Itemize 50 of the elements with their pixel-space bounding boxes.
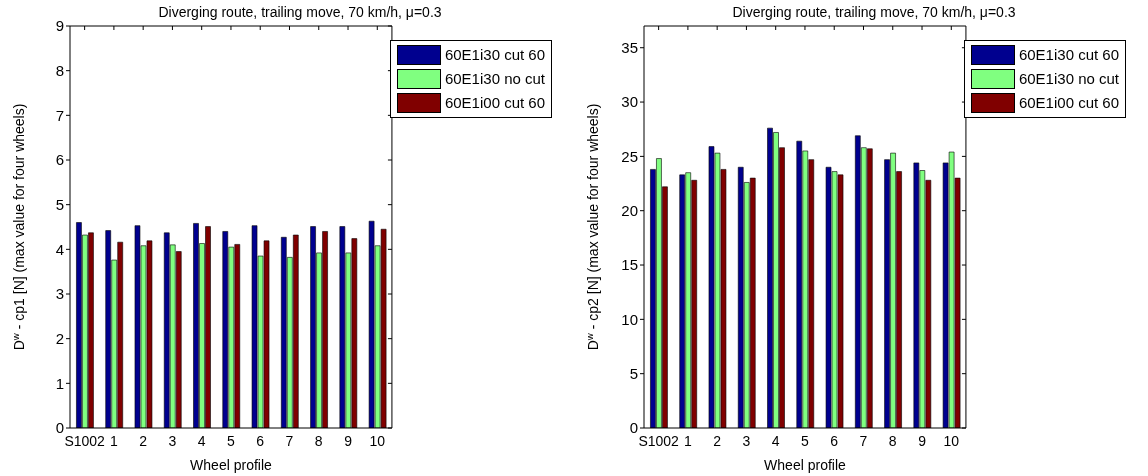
x-tick-label: S1002: [64, 432, 106, 449]
x-tick-label: 9: [918, 432, 927, 449]
legend-label: 60E1i30 no cut: [1018, 69, 1119, 89]
x-tick-label: 7: [285, 432, 294, 449]
chart-title: Diverging route, trailing move, 70 km/h, μ=0.3: [158, 4, 442, 20]
x-tick-label: 10: [369, 432, 386, 449]
x-tick-label: 5: [801, 432, 810, 449]
x-tick-label: S1002: [638, 432, 680, 449]
y-tick-label: 25: [621, 147, 638, 165]
x-tick-label: 4: [197, 432, 206, 449]
x-tick-label: 8: [314, 432, 323, 449]
chart-title: Diverging route, trailing move, 70 km/h, μ=0.3: [731, 4, 1017, 20]
y-tick-label: 5: [629, 365, 638, 382]
y-tick-label: 5: [55, 195, 64, 213]
y-tick-label: 15: [621, 256, 638, 274]
legend-label: 60E1i00 cut 60: [1018, 93, 1119, 113]
x-tick-label: 10: [943, 432, 960, 449]
x-tick-label: 3: [168, 432, 177, 449]
y-tick-label: 0: [55, 419, 64, 437]
y-tick-label: 10: [621, 310, 638, 328]
y-tick-label: 8: [55, 61, 64, 79]
legend-label: 60E1i00 cut 60: [444, 93, 545, 113]
y-tick-label: 35: [621, 39, 638, 57]
x-axis-title: Wheel profile: [764, 457, 847, 473]
y-tick-label: 7: [55, 106, 64, 124]
x-tick-label: 8: [888, 432, 897, 449]
x-tick-label: 4: [771, 432, 780, 449]
legend-label: 60E1i30 cut 60: [444, 45, 545, 65]
x-tick-label: 9: [344, 432, 353, 449]
y-tick-label: 20: [621, 202, 638, 220]
x-axis-title: Wheel profile: [190, 457, 273, 473]
legend-label: 60E1i30 no cut: [444, 69, 545, 89]
x-tick-label: 5: [227, 432, 236, 449]
y-tick-label: 4: [55, 240, 64, 258]
legend-label: 60E1i30 cut 60: [1018, 45, 1119, 65]
x-tick-label: 2: [139, 432, 148, 449]
y-tick-label: 6: [55, 151, 64, 169]
x-tick-label: 2: [713, 432, 722, 449]
x-tick-label: 1: [684, 432, 692, 449]
y-tick-label: 2: [55, 329, 64, 347]
y-tick-label: 9: [55, 17, 64, 35]
y-tick-label: 3: [55, 285, 64, 303]
y-tick-label: 1: [55, 374, 64, 392]
y-tick-label: 0: [629, 419, 638, 437]
x-tick-label: 6: [256, 432, 265, 449]
y-tick-label: 30: [621, 93, 638, 111]
x-tick-label: 7: [859, 432, 868, 449]
x-tick-label: 3: [742, 432, 751, 449]
x-tick-label: 6: [830, 432, 839, 449]
x-tick-label: 1: [110, 432, 118, 449]
